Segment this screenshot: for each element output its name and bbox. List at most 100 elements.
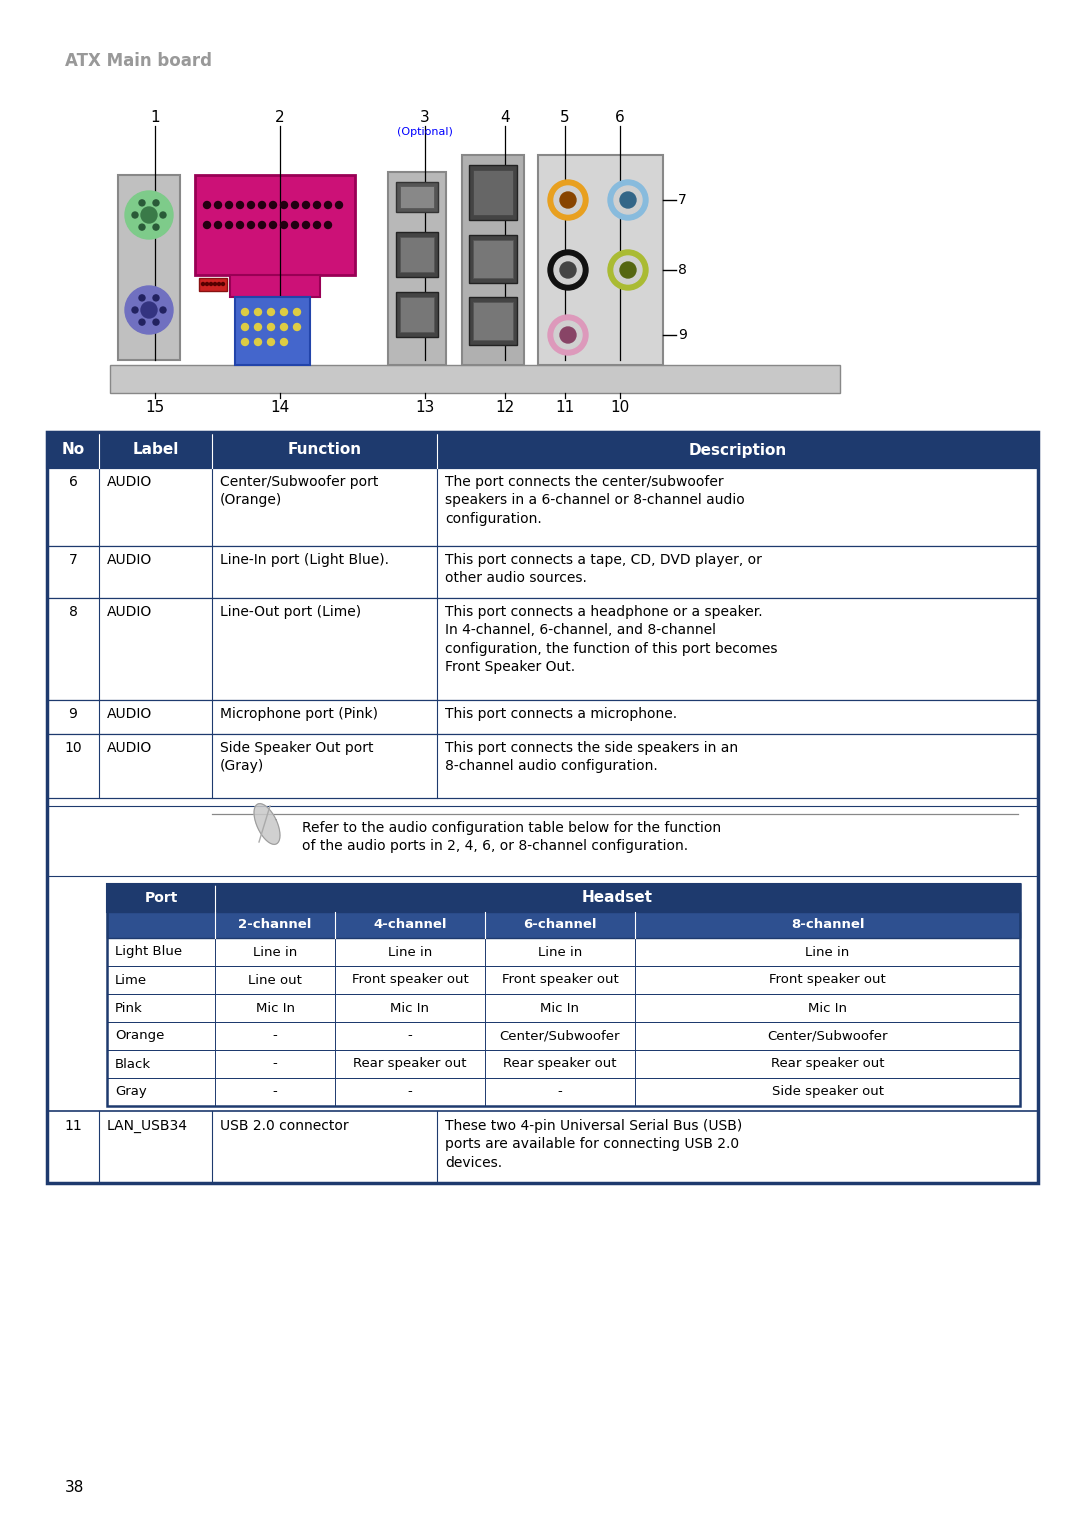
Text: Description: Description — [688, 443, 786, 458]
Circle shape — [336, 202, 342, 209]
Bar — [107, 1078, 1020, 1106]
Text: 11: 11 — [555, 400, 575, 415]
Text: 4-channel: 4-channel — [374, 919, 447, 931]
Circle shape — [215, 202, 221, 209]
Text: 10: 10 — [64, 741, 82, 754]
Bar — [230, 275, 320, 296]
Circle shape — [608, 180, 648, 220]
Circle shape — [313, 202, 321, 209]
Circle shape — [255, 308, 261, 316]
Text: Front speaker out: Front speaker out — [769, 974, 886, 986]
Circle shape — [214, 282, 216, 286]
Bar — [462, 156, 524, 365]
Circle shape — [615, 186, 642, 214]
Circle shape — [281, 202, 287, 209]
Text: 14: 14 — [270, 400, 289, 415]
Bar — [107, 1051, 1020, 1078]
Text: The port connects the center/subwoofer
speakers in a 6-channel or 8-channel audi: The port connects the center/subwoofer s… — [445, 475, 745, 525]
Text: Gray: Gray — [114, 1086, 147, 1098]
Text: Rear speaker out: Rear speaker out — [771, 1058, 885, 1070]
Text: Center/Subwoofer port
(Orange): Center/Subwoofer port (Orange) — [220, 475, 378, 507]
Polygon shape — [254, 803, 280, 844]
Bar — [400, 296, 434, 331]
Text: This port connects the side speakers in an
8-channel audio configuration.: This port connects the side speakers in … — [445, 741, 738, 773]
Circle shape — [247, 202, 255, 209]
Circle shape — [153, 200, 159, 206]
Text: These two 4-pin Universal Serial Bus (USB)
ports are available for connecting US: These two 4-pin Universal Serial Bus (US… — [445, 1119, 742, 1170]
Text: Lime: Lime — [114, 974, 147, 986]
Bar — [199, 278, 227, 292]
Circle shape — [153, 295, 159, 301]
Text: 15: 15 — [146, 400, 164, 415]
Circle shape — [153, 224, 159, 231]
Bar — [48, 734, 1038, 799]
Circle shape — [141, 302, 157, 318]
Circle shape — [281, 221, 287, 229]
Circle shape — [302, 202, 310, 209]
Text: ATX Main board: ATX Main board — [65, 52, 212, 70]
Text: -: - — [272, 1058, 278, 1070]
Circle shape — [268, 324, 274, 330]
Text: Refer to the audio configuration table below for the function
of the audio ports: Refer to the audio configuration table b… — [302, 822, 721, 854]
Text: This port connects a headphone or a speaker.
In 4-channel, 6-channel, and 8-chan: This port connects a headphone or a spea… — [445, 605, 778, 675]
Bar — [107, 912, 1020, 938]
Circle shape — [226, 202, 232, 209]
Text: Line in: Line in — [538, 945, 582, 959]
Text: 8-channel: 8-channel — [791, 919, 864, 931]
Text: 8: 8 — [678, 263, 687, 276]
Text: Rear speaker out: Rear speaker out — [503, 1058, 617, 1070]
Text: Mic In: Mic In — [540, 1002, 580, 1014]
Bar — [48, 599, 1038, 699]
Text: Front speaker out: Front speaker out — [352, 974, 469, 986]
Text: 10: 10 — [610, 400, 630, 415]
Circle shape — [615, 257, 642, 284]
Text: AUDIO: AUDIO — [107, 475, 152, 489]
Bar — [48, 806, 1038, 876]
Text: AUDIO: AUDIO — [107, 553, 152, 567]
Circle shape — [125, 286, 173, 334]
Bar — [107, 938, 1020, 967]
Text: Line-Out port (Lime): Line-Out port (Lime) — [220, 605, 361, 618]
Text: 6: 6 — [616, 110, 625, 125]
Text: 8: 8 — [68, 605, 78, 618]
Bar — [48, 699, 1038, 734]
Bar — [107, 1022, 1020, 1051]
Circle shape — [302, 221, 310, 229]
Circle shape — [202, 282, 204, 286]
Text: Black: Black — [114, 1058, 151, 1070]
Bar — [48, 432, 1038, 1183]
Text: Mic In: Mic In — [808, 1002, 847, 1014]
Circle shape — [561, 192, 576, 208]
Bar — [235, 296, 310, 365]
Text: No: No — [62, 443, 84, 458]
Circle shape — [237, 221, 243, 229]
Circle shape — [281, 308, 287, 316]
Text: Pink: Pink — [114, 1002, 143, 1014]
Circle shape — [270, 202, 276, 209]
Circle shape — [203, 221, 211, 229]
Text: -: - — [272, 1086, 278, 1098]
Circle shape — [270, 221, 276, 229]
Circle shape — [268, 339, 274, 345]
Text: 5: 5 — [561, 110, 570, 125]
Bar — [107, 994, 1020, 1022]
Circle shape — [242, 324, 248, 330]
Circle shape — [268, 308, 274, 316]
Bar — [48, 432, 1038, 467]
Bar — [396, 232, 438, 276]
Circle shape — [210, 282, 213, 286]
Bar — [48, 1112, 1038, 1183]
Circle shape — [205, 282, 208, 286]
Text: AUDIO: AUDIO — [107, 741, 152, 754]
Text: Headset: Headset — [582, 890, 653, 906]
Circle shape — [313, 221, 321, 229]
Text: Port: Port — [145, 890, 178, 906]
Text: Center/Subwoofer: Center/Subwoofer — [500, 1029, 620, 1043]
Circle shape — [125, 191, 173, 240]
Text: 2: 2 — [275, 110, 285, 125]
Bar — [473, 169, 513, 215]
Circle shape — [242, 308, 248, 316]
Circle shape — [281, 324, 287, 330]
Text: 2-channel: 2-channel — [239, 919, 312, 931]
Bar — [469, 165, 517, 220]
